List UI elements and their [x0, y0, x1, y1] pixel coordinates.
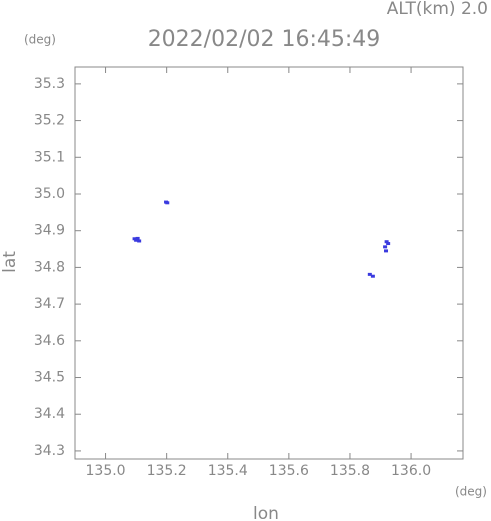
x-tick-label: 135.2: [147, 463, 187, 479]
y-tick-label: 35.2: [34, 113, 65, 129]
point: [135, 236, 140, 240]
y-tick-label: 34.5: [34, 370, 65, 386]
point: [384, 249, 389, 253]
point: [134, 238, 139, 242]
x-tick-label: 135.8: [330, 463, 370, 479]
altitude: ALT(km) 2.0: [387, 0, 488, 19]
point: [137, 239, 142, 243]
y-tick-label: 34.8: [34, 259, 65, 275]
y-tick-label: 34.7: [34, 296, 65, 312]
point: [386, 242, 391, 246]
chart-title: 2022/02/02 16:45:49: [148, 27, 381, 52]
x-axis-label: lon: [253, 504, 279, 521]
point: [165, 201, 170, 205]
y-unit: (deg): [24, 33, 56, 47]
y-tick-label: 35.0: [34, 186, 65, 202]
y-tick-label: 35.3: [34, 76, 65, 92]
y-tick-label: 34.6: [34, 333, 65, 349]
y-tick-label: 34.9: [34, 223, 65, 239]
point: [384, 240, 389, 244]
x-tick-label: 136.0: [391, 463, 431, 479]
x-tick-label: 135.4: [208, 463, 248, 479]
plot-frame: [74, 66, 464, 460]
x-tick-label: 135.6: [269, 463, 309, 479]
point: [367, 272, 372, 276]
x-tick-label: 135.0: [86, 463, 126, 479]
point: [370, 274, 375, 278]
x-unit: (deg): [455, 485, 487, 499]
point: [383, 245, 388, 249]
y-tick-label: 34.3: [34, 443, 65, 459]
y-tick-label: 34.4: [34, 406, 65, 422]
y-axis-label: lat: [0, 251, 20, 273]
y-tick-label: 35.1: [34, 149, 65, 165]
